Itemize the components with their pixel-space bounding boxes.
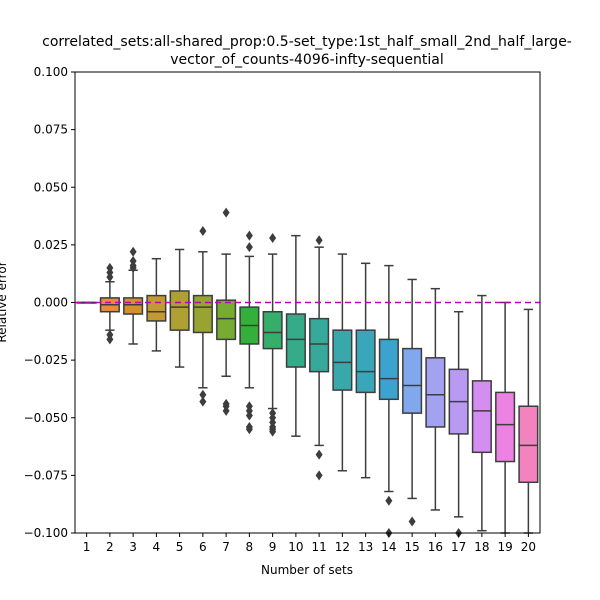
- box-group-20: [518, 308, 539, 534]
- outlier-9-0: [269, 232, 277, 243]
- box-group-8: [239, 230, 260, 435]
- outlier-2-4: [106, 334, 114, 345]
- outlier-11-0: [315, 235, 323, 246]
- x-tick-label: 8: [246, 540, 254, 554]
- x-tick-label: 17: [451, 540, 466, 554]
- x-tick-label: 6: [199, 540, 207, 554]
- x-axis-label: Number of sets: [261, 563, 353, 577]
- box-3: [123, 297, 144, 315]
- box-13: [355, 329, 376, 394]
- x-tick-label: 5: [176, 540, 184, 554]
- box-group-9: [262, 232, 283, 437]
- box-7: [216, 299, 237, 341]
- outlier-15-0: [408, 516, 416, 527]
- box-group-13: [355, 262, 376, 479]
- box-group-3: [123, 246, 144, 345]
- y-tick-label: −0.100: [24, 526, 68, 540]
- box-5: [169, 290, 190, 331]
- outlier-8-6: [245, 424, 253, 435]
- chart-title-line-1: correlated_sets:all-shared_prop:0.5-set_…: [42, 34, 572, 50]
- y-axis-label: Relative error: [0, 261, 9, 342]
- box-14: [378, 338, 399, 401]
- box-group-19: [495, 301, 516, 534]
- box-12: [332, 329, 353, 391]
- box-9: [262, 310, 283, 350]
- x-tick-label: 7: [222, 540, 230, 554]
- box-15: [402, 347, 423, 414]
- box-group-15: [402, 278, 423, 527]
- y-tick-label: −0.050: [24, 411, 68, 425]
- box-group-6: [192, 226, 213, 407]
- x-tick-label: 1: [83, 540, 91, 554]
- box-18: [471, 380, 492, 454]
- outlier-11-2: [315, 470, 323, 481]
- y-tick-label: 0.025: [34, 238, 68, 252]
- box-19: [495, 391, 516, 463]
- axes: 0.100 0.075 0.050 0.025 0.000 −0.025 −0.050 −0.…: [24, 65, 541, 554]
- x-tick-label: 14: [381, 540, 396, 554]
- outlier-8-1: [245, 242, 253, 253]
- box-group-17: [448, 310, 469, 538]
- y-tick-label: 0.000: [34, 296, 68, 310]
- outlier-8-4: [245, 410, 253, 421]
- x-tick-label: 11: [311, 540, 326, 554]
- outlier-2-2: [106, 272, 114, 283]
- box-group-12: [332, 253, 353, 472]
- x-tick-label: 10: [288, 540, 303, 554]
- box-4: [146, 294, 167, 322]
- box-group-5: [169, 248, 190, 368]
- x-tick-label: 15: [404, 540, 419, 554]
- box-11: [309, 317, 330, 373]
- x-tick-label: 4: [153, 540, 161, 554]
- y-tick-label: 0.050: [34, 180, 68, 194]
- box-10: [285, 313, 306, 368]
- plot-area: [75, 207, 540, 538]
- box-20: [518, 405, 539, 484]
- x-tick-label: 19: [497, 540, 512, 554]
- outlier-3-0: [129, 246, 137, 257]
- outlier-8-0: [245, 230, 253, 241]
- outlier-7-3: [222, 405, 230, 416]
- x-tick-label: 13: [358, 540, 373, 554]
- y-tick-label: −0.025: [24, 353, 68, 367]
- y-tick-label: 0.100: [34, 65, 68, 79]
- x-tick-label: 20: [521, 540, 536, 554]
- x-tick-label: 9: [269, 540, 277, 554]
- x-tick-label: 3: [129, 540, 137, 554]
- outlier-3-3: [129, 262, 137, 273]
- box-group-18: [471, 294, 492, 532]
- outlier-14-0: [385, 495, 393, 506]
- outlier-6-2: [199, 396, 207, 407]
- box-16: [425, 357, 446, 428]
- box-group-10: [285, 234, 306, 437]
- outlier-9-6: [269, 426, 277, 437]
- outlier-6-1: [199, 389, 207, 400]
- x-tick-label: 16: [428, 540, 443, 554]
- box-group-2: [99, 262, 120, 345]
- box-group-14: [378, 264, 399, 538]
- box-group-16: [425, 287, 446, 511]
- x-tick-label: 12: [335, 540, 350, 554]
- y-tick-label: 0.075: [34, 123, 68, 137]
- outlier-7-0: [222, 207, 230, 218]
- box-6: [192, 294, 213, 334]
- x-tick-label: 18: [474, 540, 489, 554]
- outlier-6-0: [199, 226, 207, 237]
- box-group-11: [309, 235, 330, 481]
- y-tick-label: −0.075: [24, 468, 68, 482]
- box-group-4: [146, 257, 167, 352]
- box-group-7: [216, 207, 237, 416]
- chart-title-line-2: vector_of_counts-4096-infty-sequential: [170, 52, 443, 68]
- outlier-11-1: [315, 449, 323, 460]
- x-tick-label: 2: [106, 540, 114, 554]
